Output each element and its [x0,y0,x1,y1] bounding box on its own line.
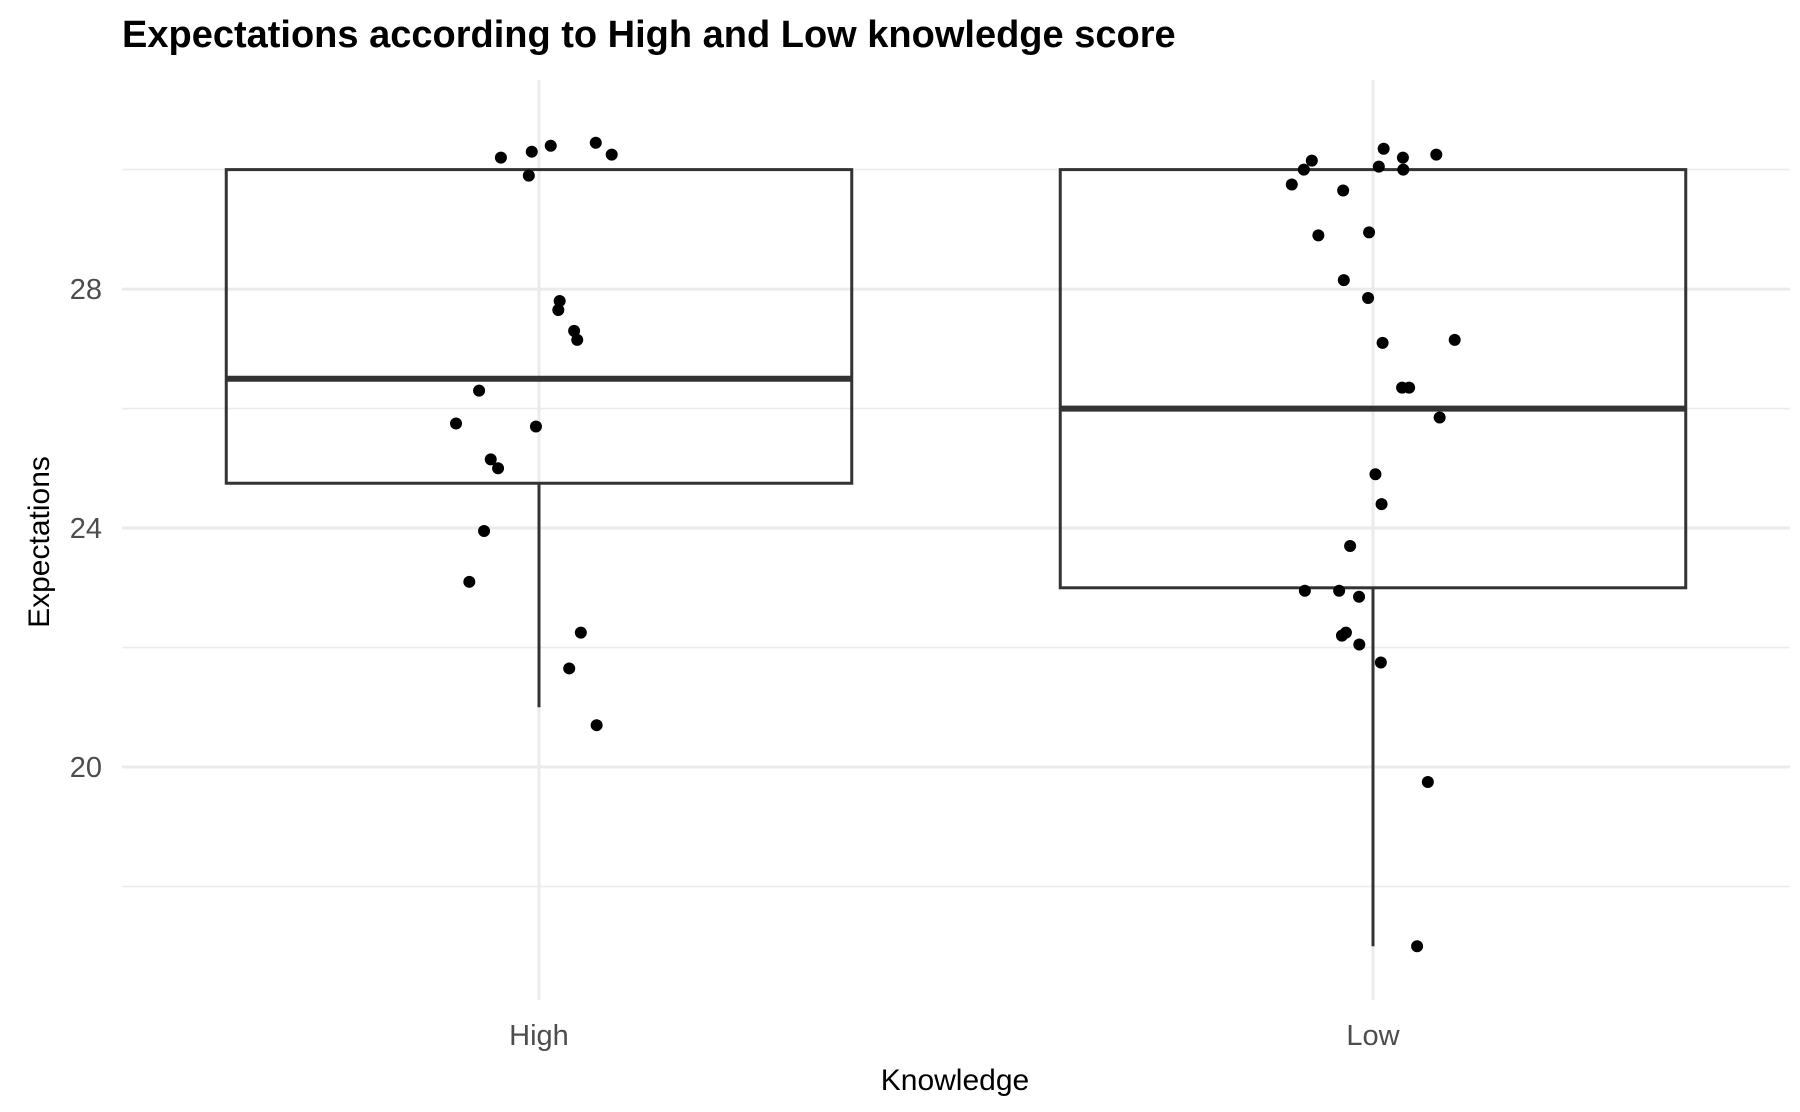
data-point [478,525,491,538]
data-point [1298,584,1311,597]
grid-lines [122,80,1790,1000]
data-point [1372,160,1385,173]
data-point [1337,274,1350,287]
data-point [1353,590,1366,603]
data-point [1335,629,1348,642]
box-low [1058,168,1688,590]
y-tick-label: 24 [70,513,102,545]
data-point [574,626,587,639]
data-point [450,417,463,430]
data-point [1344,539,1357,552]
data-point [553,295,566,308]
boxes [224,168,1688,947]
data-point [1312,229,1325,242]
data-point [1285,178,1298,191]
data-point [1377,142,1390,155]
data-point [1421,775,1434,788]
x-axis-title: Knowledge [881,1064,1029,1097]
data-point [1375,498,1388,511]
chart-title: Expectations according to High and Low k… [122,14,1176,56]
data-point [1369,468,1382,481]
data-point [1363,226,1376,239]
data-point [529,420,542,433]
x-tick-label: High [509,1020,569,1052]
data-point [492,462,505,475]
jitter-points [450,136,1461,953]
data-point [463,575,476,588]
data-point [1411,940,1424,953]
data-point [494,151,507,164]
data-point [1337,184,1350,197]
data-point [552,304,565,316]
data-point [1396,151,1409,164]
data-point [1305,154,1318,167]
data-point [1430,148,1443,161]
x-tick-label: Low [1346,1020,1400,1052]
box-high [224,168,854,485]
data-point [1297,163,1310,176]
tick-labels: 20 24 28 High Low [70,274,1401,1052]
data-point [484,453,497,466]
data-point [589,136,602,149]
data-point [525,145,538,158]
data-point [590,719,603,732]
data-point [605,148,618,161]
data-point [544,139,557,152]
data-point [1397,163,1410,176]
y-tick-label: 28 [70,274,102,306]
y-axis-title: Expectations [23,456,56,628]
data-point [1376,336,1389,349]
data-point [1448,333,1461,346]
data-point [1362,292,1375,305]
data-point [522,169,535,182]
data-point [1333,584,1346,597]
data-point [473,384,486,397]
data-point [1433,411,1446,424]
data-point [571,333,584,346]
data-point [1396,381,1409,394]
data-point [1353,638,1366,651]
y-tick-label: 20 [70,752,102,784]
data-point [1374,656,1387,669]
data-point [563,662,576,675]
